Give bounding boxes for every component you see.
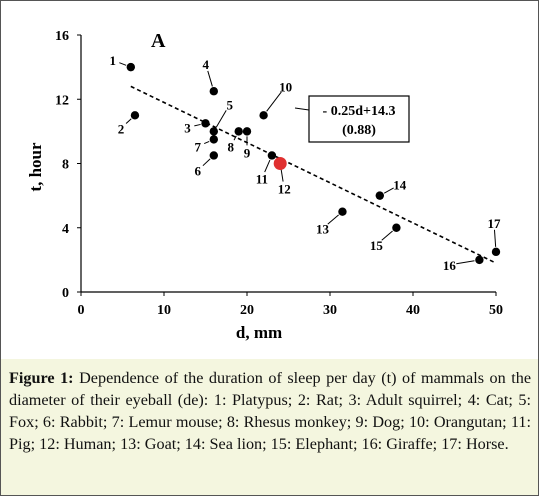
leader-lines — [119, 62, 497, 265]
leader-line — [381, 230, 393, 241]
point-label: 12 — [278, 182, 291, 197]
point-label: 5 — [227, 97, 234, 112]
point-label: 13 — [316, 222, 330, 237]
data-point — [209, 151, 218, 160]
point-label: 11 — [256, 171, 268, 186]
x-tick-label: 50 — [489, 303, 503, 318]
leader-line — [280, 168, 284, 182]
leader-line — [125, 118, 132, 124]
point-label: 9 — [244, 145, 251, 160]
equation-box — [308, 95, 410, 143]
leader-line — [264, 159, 271, 173]
data-point — [209, 87, 218, 96]
leader-line — [266, 91, 282, 112]
data-point — [130, 111, 140, 120]
data-point — [259, 111, 268, 120]
panel-label: A — [151, 30, 166, 52]
leader-line — [456, 260, 475, 265]
data-point — [242, 127, 252, 136]
data-point-highlight — [273, 157, 287, 170]
point-label: 10 — [279, 79, 292, 94]
leader-line — [493, 229, 497, 247]
y-tick-label: 4 — [62, 222, 69, 237]
point-label: 16 — [443, 258, 457, 273]
equation-text: - 0.25d+14.3 — [323, 104, 396, 119]
equation-annotation: - 0.25d+14.3 (0.88) — [294, 95, 410, 143]
data-point — [209, 127, 218, 136]
data-point — [375, 191, 384, 200]
data-point — [475, 255, 484, 265]
point-label: 4 — [203, 57, 210, 72]
caption-box: Figure 1: Dependence of the duration of … — [1, 359, 538, 495]
correlation-text: (0.88) — [342, 123, 376, 138]
y-tick-label: 8 — [62, 158, 69, 173]
point-label: 8 — [227, 139, 234, 154]
data-point — [234, 127, 243, 136]
figure-caption: Figure 1: Dependence of the duration of … — [9, 367, 531, 455]
data-point — [491, 247, 501, 257]
y-axis-label: t, hour — [26, 142, 45, 192]
caption-text: Dependence of the duration of sleep per … — [9, 369, 532, 453]
leader-line — [204, 140, 210, 145]
trendline-layer — [130, 85, 497, 264]
data-point — [126, 62, 135, 72]
leader-line — [327, 214, 339, 225]
point-label: 7 — [195, 139, 202, 154]
data-point — [338, 207, 347, 216]
leader-line — [202, 158, 211, 167]
x-tick-label: 30 — [323, 303, 337, 318]
x-tick-label: 20 — [240, 303, 254, 318]
leader-line — [233, 135, 237, 141]
data-point — [209, 135, 218, 144]
x-axis-label: d, mm — [236, 323, 282, 342]
leader-line — [194, 123, 201, 127]
trendline — [130, 85, 497, 264]
equation-pointer — [294, 107, 310, 111]
caption-label: Figure 1: — [9, 369, 74, 387]
x-tick-label: 10 — [157, 303, 171, 318]
leader-line — [119, 62, 127, 66]
x-tick-label: 40 — [406, 303, 420, 318]
y-tick-label: 16 — [55, 29, 69, 44]
leader-line — [215, 110, 227, 128]
x-tick-label: 0 — [78, 303, 85, 318]
data-points — [126, 62, 501, 265]
y-tick-label: 12 — [55, 93, 69, 108]
data-point — [201, 119, 210, 128]
point-label: 2 — [118, 121, 125, 136]
leader-line — [383, 187, 394, 194]
point-label: 6 — [195, 163, 202, 178]
data-point — [267, 151, 277, 160]
point-label: 17 — [488, 216, 502, 231]
y-tick-label: 0 — [62, 286, 69, 301]
data-point — [392, 223, 401, 232]
point-label: 3 — [184, 120, 191, 135]
point-label: 15 — [370, 238, 384, 253]
point-label: 14 — [393, 178, 407, 193]
point-label: 1 — [110, 53, 117, 68]
leader-line — [207, 70, 213, 87]
